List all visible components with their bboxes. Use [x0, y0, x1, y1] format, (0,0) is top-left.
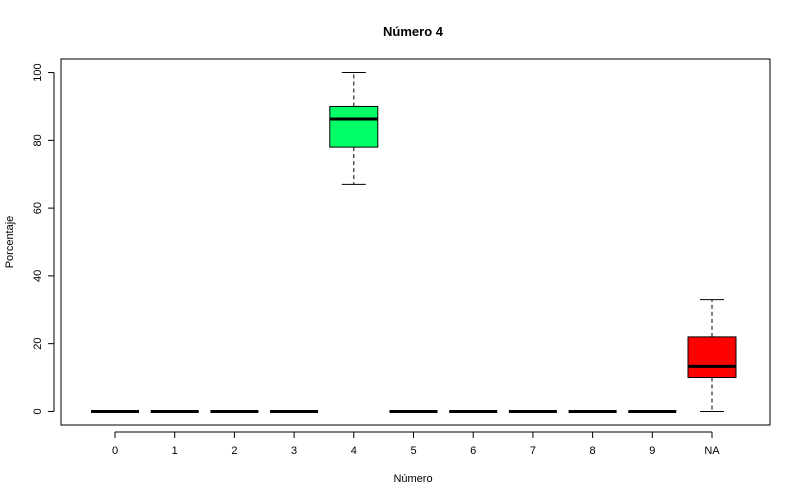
x-tick-label: 0: [112, 445, 118, 457]
x-tick-label: 2: [231, 445, 237, 457]
x-tick-label: 7: [530, 445, 536, 457]
box-iqr: [687, 336, 737, 379]
box-iqr: [329, 105, 379, 148]
y-tick-label: 20: [32, 338, 44, 350]
x-tick-label: 6: [470, 445, 476, 457]
y-tick-label: 60: [32, 202, 44, 214]
x-tick-label: NA: [704, 445, 720, 457]
box-4: [329, 72, 379, 185]
x-axis-label: Número: [393, 473, 432, 485]
y-tick-label: 80: [32, 134, 44, 146]
y-tick-label: 0: [32, 408, 44, 414]
x-tick-label: 9: [649, 445, 655, 457]
y-axis: 0 20 40 60 80 100: [32, 63, 55, 415]
y-tick-label: 100: [32, 63, 44, 81]
y-tick-label: 40: [32, 270, 44, 282]
x-tick-label: 4: [351, 445, 357, 457]
chart-title: Número 4: [383, 24, 444, 39]
box-NA: [687, 299, 737, 412]
x-axis: 0 1 2 3 4 5 6 7 8 9 NA: [112, 431, 720, 457]
plot-frame: [60, 58, 771, 426]
x-tick-label: 3: [291, 445, 297, 457]
x-tick-label: 5: [410, 445, 416, 457]
y-axis-label: Porcentaje: [4, 216, 16, 269]
x-tick-label: 1: [172, 445, 178, 457]
x-tick-label: 8: [590, 445, 596, 457]
boxes: [91, 72, 737, 413]
